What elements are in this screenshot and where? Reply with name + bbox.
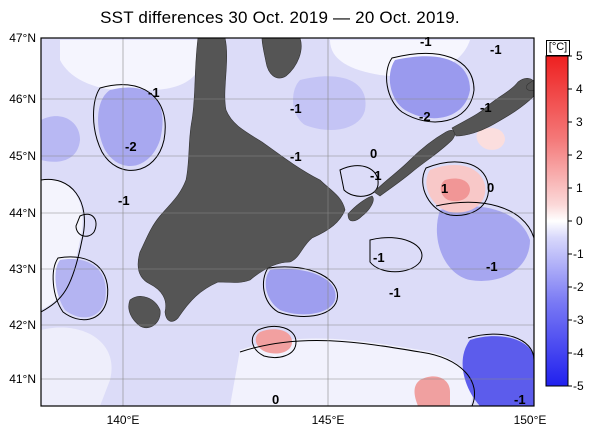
- graticule: [41, 38, 534, 406]
- contour-label: -1: [490, 42, 502, 57]
- colorbar-tick: -2: [573, 280, 584, 294]
- contour-labels: -1 -1 -1 -2 -1 -1 -1 -2 -1 0 -1 1 0 -1 -…: [118, 34, 526, 407]
- lat-label: 47°N: [9, 31, 36, 45]
- lon-axis: 140°E 145°E 150°E: [107, 413, 547, 427]
- contour-label: -1: [290, 149, 302, 164]
- colorbar-tick: -4: [573, 346, 584, 360]
- contour-label: -1: [514, 392, 526, 407]
- lat-label: 43°N: [9, 262, 36, 276]
- colorbar-tick: -3: [573, 313, 584, 327]
- contour-label: -2: [125, 139, 137, 154]
- contour-label: -1: [373, 250, 385, 265]
- lat-axis: 47°N 46°N 45°N 44°N 43°N 42°N 41°N: [9, 31, 36, 386]
- lat-label: 46°N: [9, 92, 36, 106]
- colorbar-tick: 2: [576, 148, 583, 162]
- land-mass: [128, 38, 534, 329]
- lat-label: 45°N: [9, 149, 36, 163]
- lon-label: 150°E: [514, 413, 547, 427]
- colorbar-tick: 1: [576, 181, 583, 195]
- sst-field: [41, 38, 534, 406]
- colorbar-tick: 3: [576, 115, 583, 129]
- lat-label: 41°N: [9, 372, 36, 386]
- colorbar-tick: 5: [576, 49, 583, 63]
- colorbar-tick: -1: [573, 247, 584, 261]
- map-frame: [40, 37, 535, 407]
- contour-label: -1: [486, 259, 498, 274]
- colorbar-tick: 0: [576, 214, 583, 228]
- lat-label: 42°N: [9, 318, 36, 332]
- contour-label: -1: [118, 193, 130, 208]
- lon-label: 145°E: [312, 413, 345, 427]
- contour-label: 1: [441, 181, 448, 196]
- contour-label: -1: [148, 85, 160, 100]
- contour-label: -1: [389, 285, 401, 300]
- colorbar-tick: 4: [576, 82, 583, 96]
- colorbar-tick: -5: [573, 379, 584, 393]
- colorbar-unit: [°C]: [546, 40, 570, 56]
- lat-label: 44°N: [9, 206, 36, 220]
- map-title: SST differences 30 Oct. 2019 — 20 Oct. 2…: [100, 8, 460, 27]
- contour-label: -1: [480, 100, 492, 115]
- contour-label: -1: [290, 101, 302, 116]
- lon-label: 140°E: [107, 413, 140, 427]
- contour-label: -1: [370, 168, 382, 183]
- contour-label: -1: [420, 34, 432, 49]
- contour-label: -2: [419, 109, 431, 124]
- contour-label: 0: [272, 392, 279, 407]
- contour-label: 0: [487, 180, 494, 195]
- contour-label: 0: [370, 146, 377, 161]
- colorbar: 5 4 3 2 1 0 -1 -2 -3 -4 -5: [545, 49, 584, 393]
